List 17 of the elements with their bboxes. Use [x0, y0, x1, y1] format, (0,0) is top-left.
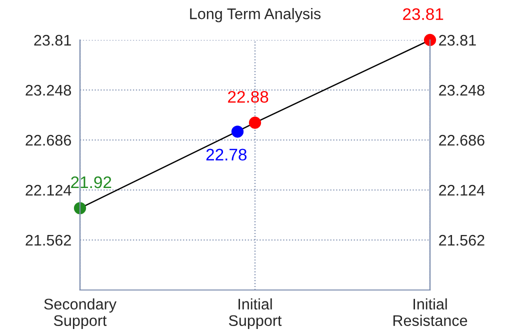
y2-tick-label: 21.562: [439, 234, 484, 246]
x-tick-label: Initial Resistance: [393, 298, 468, 326]
data-label: 23.81: [403, 8, 444, 20]
y-tick-label: 22.686: [26, 134, 71, 146]
y-tick-label: 21.562: [26, 234, 71, 246]
chart-title: Long Term Analysis: [190, 8, 321, 22]
x-tick-label: Initial Support: [228, 298, 282, 330]
y2-tick-label: 23.81: [439, 34, 476, 46]
y-tick-label: 23.81: [34, 34, 71, 46]
data-label: 22.88: [228, 90, 268, 103]
x-tick-label: Secondary Support: [44, 298, 116, 330]
data-label: 22.78: [206, 148, 247, 161]
y2-tick-label: 22.124: [439, 184, 485, 196]
y-tick-label: 22.124: [26, 184, 72, 196]
y2-tick-label: 22.686: [439, 134, 484, 146]
y2-tick-label: 23.248: [439, 84, 484, 96]
y-tick-label: 23.248: [26, 84, 72, 96]
